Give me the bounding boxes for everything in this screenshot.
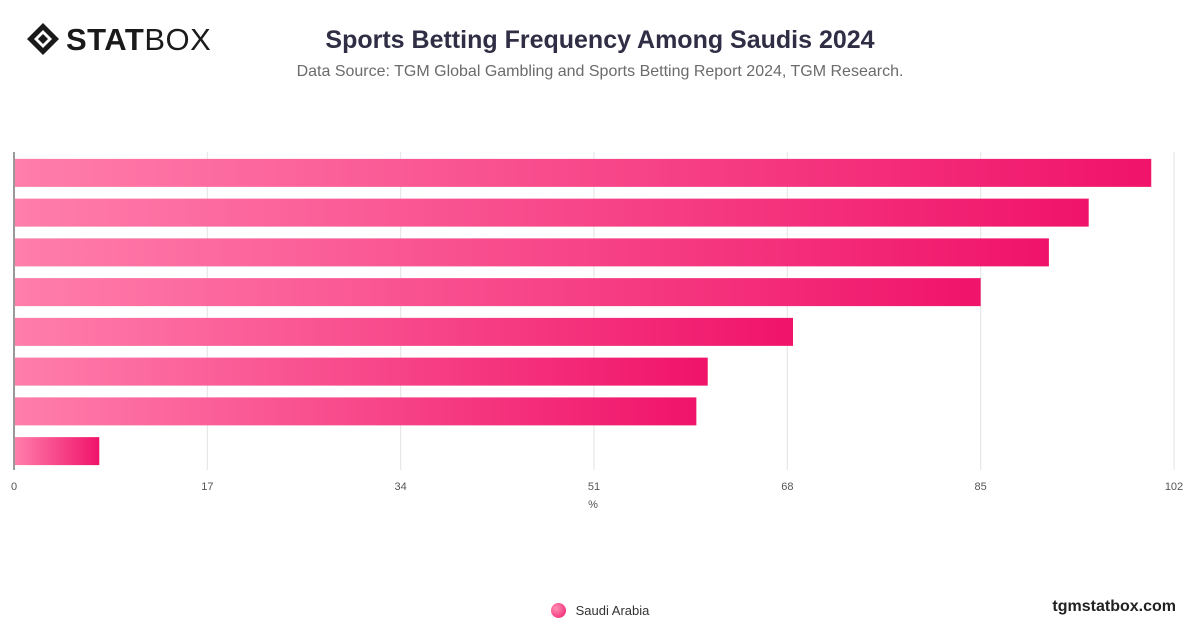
x-tick-label: 85 bbox=[975, 481, 987, 493]
x-tick-label: 68 bbox=[781, 481, 793, 493]
x-tick-label: 51 bbox=[588, 481, 600, 493]
bar-saudi-arabia[interactable] bbox=[15, 238, 1049, 267]
bar-saudi-arabia[interactable] bbox=[15, 158, 1152, 187]
bar-saudi-arabia[interactable] bbox=[15, 397, 697, 426]
statbox-diamond-icon bbox=[27, 23, 59, 55]
x-axis-label: % bbox=[588, 499, 598, 511]
bar-saudi-arabia[interactable] bbox=[15, 198, 1089, 227]
bar-saudi-arabia[interactable] bbox=[15, 317, 794, 346]
x-tick-label: 17 bbox=[201, 481, 213, 493]
chart-title: Sports Betting Frequency Among Saudis 20… bbox=[325, 26, 875, 54]
x-tick-label: 102 bbox=[1165, 481, 1183, 493]
legend: Saudi Arabia bbox=[0, 603, 1200, 618]
legend-label-saudi-arabia[interactable]: Saudi Arabia bbox=[575, 603, 650, 618]
x-tick-label: 0 bbox=[11, 481, 17, 493]
legend-swatch-saudi-arabia bbox=[550, 603, 566, 618]
bar-saudi-arabia[interactable] bbox=[15, 437, 100, 466]
footer-site: tgmstatbox.com bbox=[1052, 598, 1176, 615]
bar-saudi-arabia[interactable] bbox=[15, 357, 708, 386]
statbox-logo: STATBOX bbox=[26, 22, 211, 56]
bar-saudi-arabia[interactable] bbox=[15, 278, 981, 307]
chart-subtitle: Data Source: TGM Global Gambling and Spo… bbox=[296, 63, 904, 80]
logo-text-bold: STAT bbox=[66, 21, 145, 57]
logo-text-light: BOX bbox=[144, 21, 212, 57]
x-tick-label: 34 bbox=[395, 481, 407, 493]
